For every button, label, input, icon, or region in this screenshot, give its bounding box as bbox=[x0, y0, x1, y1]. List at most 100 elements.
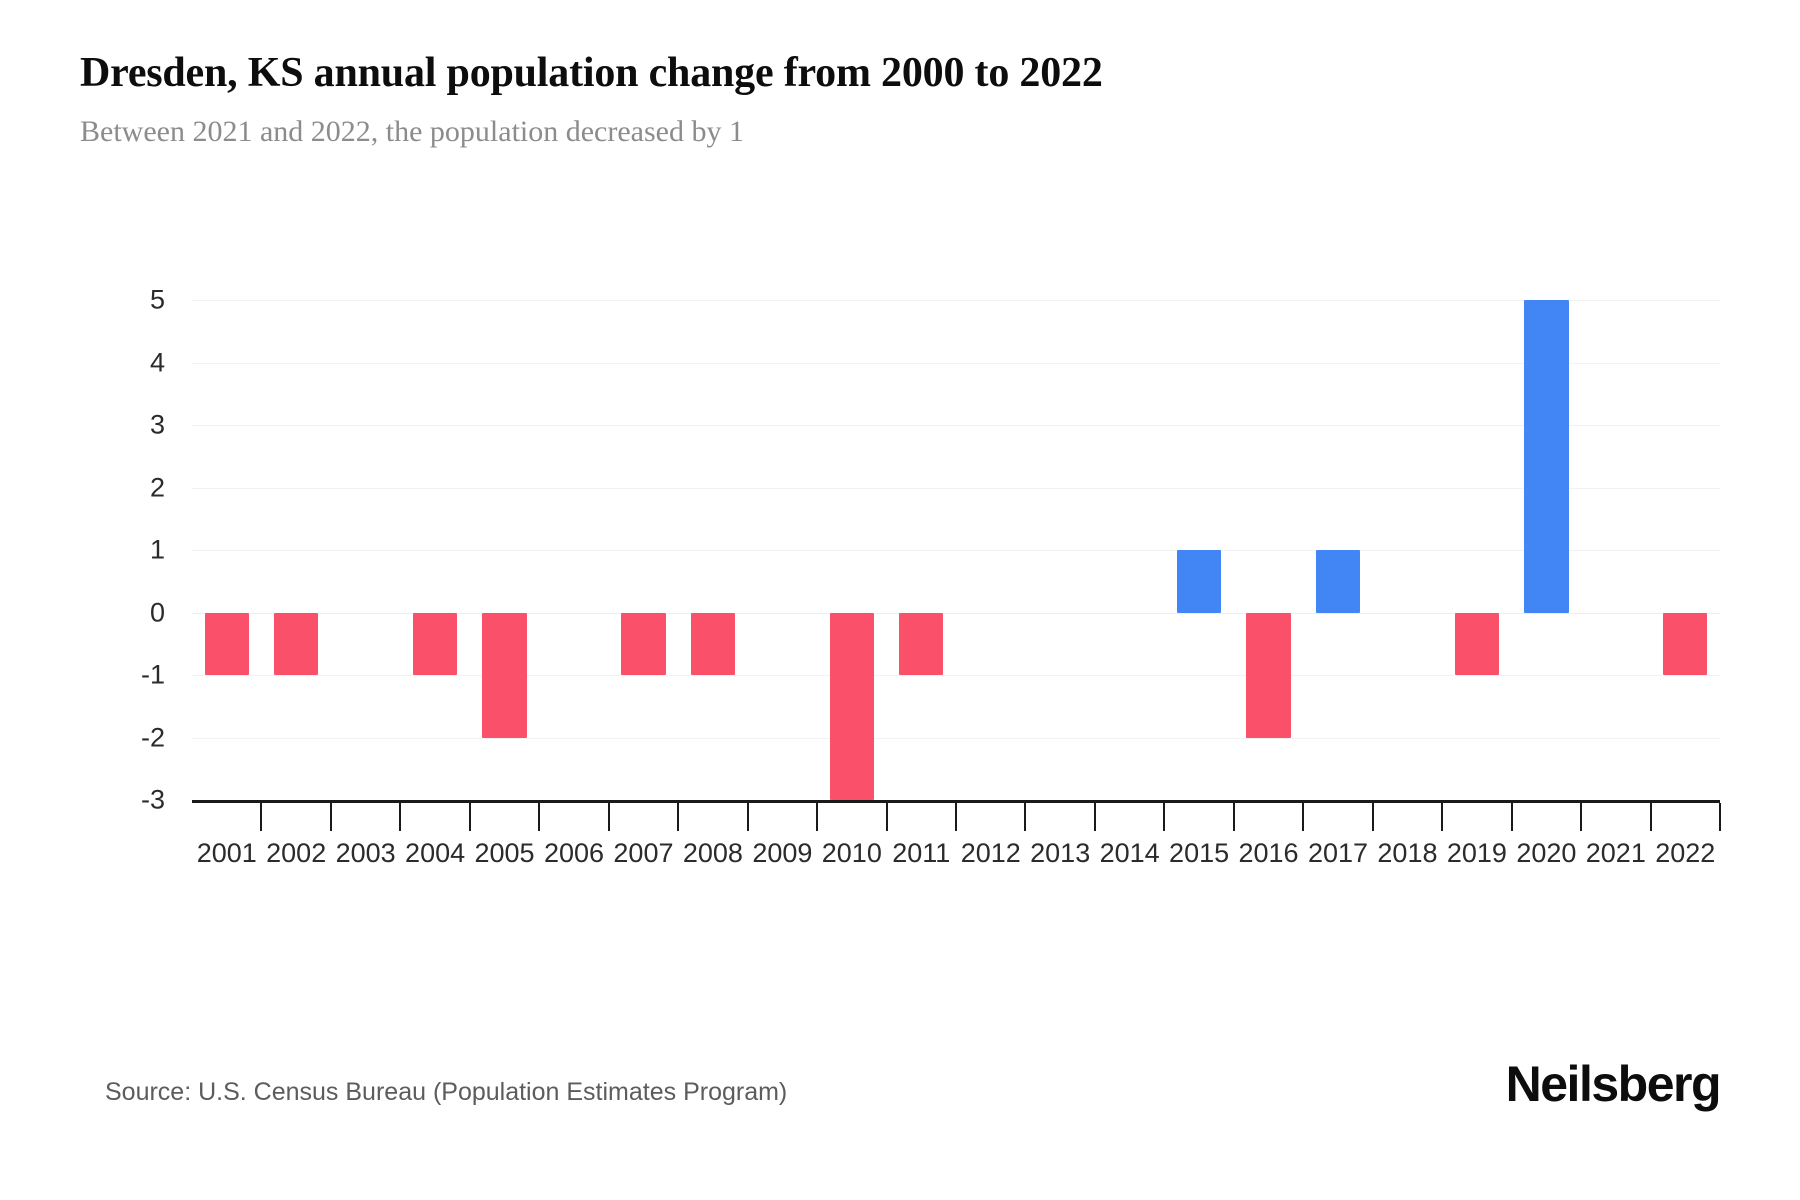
y-axis-tick-label: 5 bbox=[149, 284, 165, 315]
gridline bbox=[192, 362, 1720, 364]
gridline bbox=[192, 487, 1720, 489]
y-axis-tick-label: 0 bbox=[149, 597, 165, 627]
bar-band bbox=[1512, 300, 1581, 800]
bar-2008[interactable] bbox=[690, 612, 736, 675]
x-axis-tick bbox=[1093, 803, 1096, 831]
x-axis-tick-label: 2011 bbox=[892, 838, 951, 868]
y-axis-tick-label: 2 bbox=[149, 472, 165, 502]
x-axis-ticks bbox=[192, 803, 1721, 831]
bar-band bbox=[887, 300, 956, 800]
x-axis-tick bbox=[1163, 803, 1166, 831]
x-axis-tick bbox=[885, 803, 888, 831]
bar-2007[interactable] bbox=[621, 612, 666, 675]
bar-band bbox=[956, 300, 1025, 800]
x-axis-tick-label: 2001 bbox=[196, 838, 257, 868]
bar-band bbox=[261, 300, 330, 800]
x-axis-tick-label: 2005 bbox=[474, 838, 535, 868]
bar-band bbox=[1303, 300, 1372, 800]
gridline bbox=[192, 300, 1720, 301]
x-axis-labels: 2001 2002 2003 2004 2005 2006 2007 2008 2009 2010… bbox=[192, 838, 1720, 878]
x-axis-tick-label: 2006 bbox=[543, 838, 605, 868]
bar-series bbox=[192, 300, 1720, 800]
bar-2001[interactable] bbox=[204, 612, 249, 675]
x-axis-tick bbox=[468, 803, 471, 831]
x-axis-tick-label: 2021 bbox=[1585, 838, 1646, 868]
x-axis-tick bbox=[1580, 803, 1583, 831]
x-axis-tick-label: 2016 bbox=[1238, 838, 1299, 868]
bar-band bbox=[1095, 300, 1164, 800]
x-axis-tick bbox=[677, 803, 680, 831]
x-axis-tick-label: 2022 bbox=[1655, 838, 1716, 868]
bar-2011[interactable] bbox=[899, 612, 944, 675]
x-axis-tick bbox=[1510, 803, 1513, 831]
bar-band bbox=[400, 300, 469, 800]
brand-logo: Neilsberg bbox=[1505, 1056, 1722, 1112]
y-axis-tick-label: 3 bbox=[149, 409, 165, 440]
y-axis-tick-label: -1 bbox=[140, 659, 165, 690]
bar-2015[interactable] bbox=[1176, 550, 1222, 613]
x-axis-tick bbox=[1649, 803, 1652, 831]
bar-2017[interactable] bbox=[1315, 550, 1361, 613]
y-axis-tick-label: -3 bbox=[140, 784, 165, 815]
x-axis-tick-label: 2019 bbox=[1446, 838, 1507, 868]
bar-2020[interactable] bbox=[1524, 300, 1569, 613]
bar-band bbox=[1373, 300, 1442, 800]
x-axis-tick-label: 2015 bbox=[1169, 838, 1230, 868]
bar-band bbox=[192, 300, 261, 800]
bar-band bbox=[331, 300, 400, 800]
x-axis-tick-label: 2013 bbox=[1030, 838, 1091, 868]
bar-band bbox=[817, 300, 886, 800]
x-axis-tick bbox=[329, 803, 332, 831]
bar-2019[interactable] bbox=[1454, 612, 1500, 675]
x-axis-tick bbox=[1302, 803, 1305, 831]
x-axis-tick bbox=[746, 803, 749, 831]
x-axis-tick bbox=[399, 803, 402, 831]
x-axis-tick-label: 2002 bbox=[266, 838, 327, 868]
bar-2016[interactable] bbox=[1246, 612, 1291, 738]
x-axis-tick bbox=[260, 803, 263, 831]
bar-2004[interactable] bbox=[412, 612, 458, 675]
y-axis-tick-label: 4 bbox=[149, 347, 165, 377]
bar-2005[interactable] bbox=[482, 612, 527, 738]
x-axis-tick-label: 2003 bbox=[335, 838, 396, 868]
x-axis-tick-label: 2004 bbox=[405, 838, 466, 868]
plot-canvas bbox=[192, 300, 1720, 801]
bar-band bbox=[678, 300, 747, 800]
x-axis-tick bbox=[1719, 803, 1721, 831]
x-axis-tick-label: 2014 bbox=[1099, 838, 1160, 868]
gridline bbox=[192, 675, 1720, 676]
x-axis-tick-label: 2010 bbox=[821, 838, 882, 868]
bar-band bbox=[539, 300, 608, 800]
x-axis-tick bbox=[1024, 803, 1027, 831]
x-axis-tick-label: 2007 bbox=[613, 838, 674, 868]
y-axis-tick-label: -2 bbox=[140, 722, 165, 752]
bar-2002[interactable] bbox=[273, 612, 319, 675]
x-axis-tick bbox=[1441, 803, 1444, 831]
x-axis-tick-label: 2018 bbox=[1377, 838, 1438, 868]
bar-band bbox=[609, 300, 678, 800]
y-axis-tick-label: 1 bbox=[149, 534, 165, 565]
x-axis-tick bbox=[816, 803, 819, 831]
bar-band bbox=[1025, 300, 1094, 800]
bar-2022[interactable] bbox=[1663, 612, 1708, 675]
chart-subtitle: Between 2021 and 2022, the population de… bbox=[80, 115, 744, 149]
gridline bbox=[192, 612, 1720, 614]
bar-band bbox=[1234, 300, 1303, 800]
x-axis-tick bbox=[1232, 803, 1235, 831]
x-axis-tick bbox=[955, 803, 957, 831]
plot-area: 5 4 3 2 1 0 -1 -2 -3 2001 2002 2003 2004 2005 2006 200… bbox=[0, 250, 1800, 980]
bar-2010[interactable] bbox=[829, 612, 875, 800]
page-title: Dresden, KS annual population change fro… bbox=[80, 50, 1103, 96]
source-note: Source: U.S. Census Bureau (Population E… bbox=[105, 1078, 788, 1106]
x-axis-tick-label: 2017 bbox=[1307, 838, 1369, 868]
bar-band bbox=[1164, 300, 1233, 800]
chart-header: Dresden, KS annual population change fro… bbox=[80, 50, 1720, 150]
gridline bbox=[192, 425, 1720, 426]
bar-band bbox=[1581, 300, 1650, 800]
bar-band bbox=[1442, 300, 1511, 800]
gridline bbox=[192, 550, 1720, 551]
x-axis-line bbox=[192, 800, 1720, 803]
x-axis-tick bbox=[607, 803, 610, 831]
x-axis-tick-label: 2009 bbox=[752, 838, 813, 868]
